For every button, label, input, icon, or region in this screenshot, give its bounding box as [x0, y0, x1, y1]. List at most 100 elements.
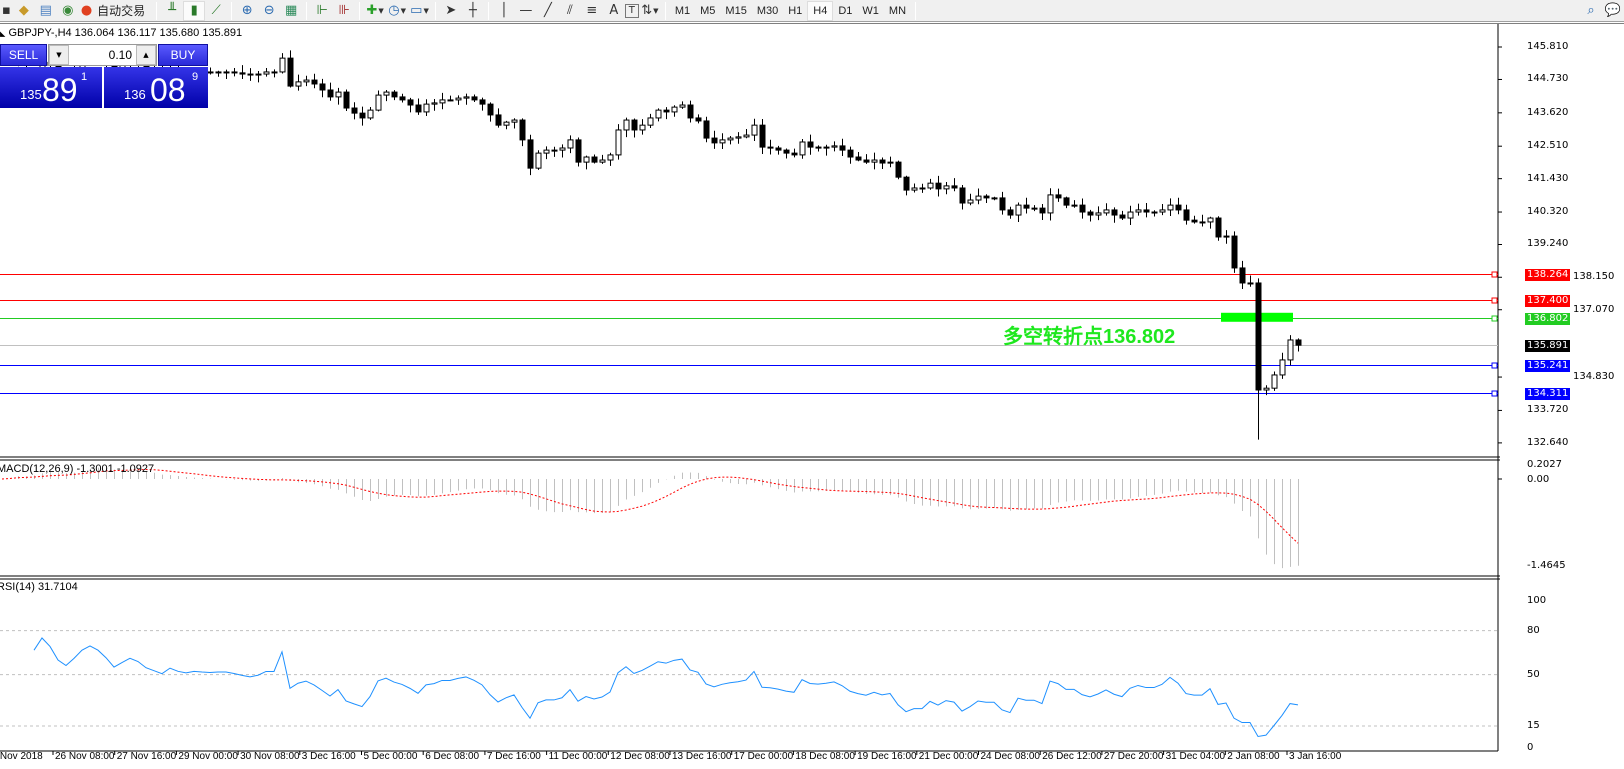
fibonacci-icon[interactable]: ≡: [586, 3, 598, 18]
timeframe-m30[interactable]: M30: [756, 4, 779, 17]
chevron-down-icon: ▼: [423, 6, 429, 15]
lot-size-input[interactable]: 0.10: [108, 48, 132, 62]
timeframe-m15[interactable]: M15: [725, 4, 747, 17]
bullish-candle: [1263, 387, 1270, 391]
line-chart-icon[interactable]: ⟋: [211, 3, 221, 18]
templates-dropdown[interactable]: ▭ ▼: [408, 1, 431, 21]
sell-button[interactable]: SELL: [0, 44, 47, 66]
bullish-candle: [255, 73, 262, 76]
arrows-icon: ⇅: [641, 3, 653, 18]
chart-canvas[interactable]: [0, 23, 1624, 769]
bullish-candle: [1135, 209, 1142, 213]
chat-icon[interactable]: 💬: [1604, 3, 1622, 18]
bar-chart-icon[interactable]: ╨: [168, 3, 177, 18]
bearish-candle: [351, 107, 358, 114]
text-tool[interactable]: A: [609, 3, 619, 18]
auto-trading-button[interactable]: ● 自动交易: [79, 1, 152, 21]
crosshair-icon[interactable]: ┼: [468, 3, 477, 18]
time-label: 7 Dec 16:00: [486, 751, 541, 762]
bullish-candle: [543, 149, 550, 154]
bearish-candle: [839, 145, 846, 151]
timeframe-h4[interactable]: H4: [807, 0, 834, 21]
cursor-icon[interactable]: ➤: [445, 3, 457, 18]
level-handle: [1491, 315, 1498, 322]
clock-icon: ◷: [388, 3, 400, 18]
bullish-candle: [535, 152, 542, 169]
bullish-candle: [279, 57, 286, 73]
bullish-candle: [567, 139, 574, 149]
bullish-candle: [943, 185, 950, 190]
bearish-candle: [1119, 214, 1126, 219]
zoom-out-icon[interactable]: ⊖: [263, 3, 275, 18]
macd-signal-line: [1, 469, 1299, 544]
timeframe-d1[interactable]: D1: [838, 4, 853, 17]
bullish-candle: [919, 187, 926, 190]
bullish-candle: [295, 81, 302, 87]
bearish-candle: [1055, 194, 1062, 199]
timeframe-h1[interactable]: H1: [788, 4, 803, 17]
template-icon: ▭: [410, 3, 423, 18]
time-label: 2 Jan 08:00: [1227, 751, 1280, 762]
price-tick-label: 139.240: [1527, 238, 1569, 250]
bearish-candle: [631, 119, 638, 131]
periods-dropdown[interactable]: ◷ ▼: [386, 1, 408, 21]
price-tick-label: 138.150: [1573, 271, 1615, 283]
buy-price[interactable]: 136 08 9: [104, 67, 208, 108]
decrease-lot-icon[interactable]: ▼: [49, 45, 69, 65]
time-label: 18 Dec 08:00: [795, 751, 855, 762]
bearish-candle: [1111, 209, 1118, 216]
time-label: 17 Dec 00:00: [733, 751, 794, 762]
bearish-candle: [807, 141, 814, 148]
zoom-in-icon[interactable]: ⊕: [241, 3, 253, 18]
timeframe-m5[interactable]: M5: [700, 4, 716, 17]
buy-button[interactable]: BUY: [158, 44, 208, 66]
bearish-candle: [391, 91, 398, 98]
indicators-dropdown[interactable]: ✚ ▼: [364, 1, 386, 21]
increase-lot-icon[interactable]: ▲: [136, 45, 156, 65]
gold-bar-icon[interactable]: ◆: [18, 3, 29, 18]
chart-shift-icon[interactable]: ⊪: [338, 3, 350, 18]
time-label: 11 Dec 00:00: [548, 751, 608, 762]
time-label: 23 Nov 2018: [0, 751, 43, 762]
sell-price-prefix: 135: [20, 87, 42, 102]
bullish-candle: [823, 146, 830, 149]
bearish-candle: [359, 112, 366, 119]
bullish-candle: [623, 119, 630, 131]
auto-scroll-icon[interactable]: ⊩: [316, 3, 328, 18]
lot-size-stepper[interactable]: ▼ 0.10 ▲: [48, 44, 157, 66]
bullish-candle: [1047, 194, 1054, 214]
bullish-candle: [583, 156, 590, 163]
macd-label: MACD(12,26,9) -1.3001 -1.0927: [0, 463, 155, 475]
new-order-icon[interactable]: ▪: [2, 3, 11, 18]
timeframe-mn[interactable]: MN: [888, 4, 907, 17]
time-label: 24 Dec 08:00: [980, 751, 1041, 762]
timeframe-bar: M1 M5 M15 M30 H1 H4 D1 W1 MN: [670, 0, 911, 21]
text-label-tool[interactable]: T: [624, 3, 639, 18]
trendline-icon[interactable]: ╱: [543, 3, 552, 18]
timeframe-w1[interactable]: W1: [862, 4, 879, 17]
signal-icon[interactable]: ◉: [62, 3, 74, 18]
search-icon[interactable]: ⌕: [1587, 3, 1595, 18]
candlesticks: [7, 46, 1302, 440]
one-click-trading-panel: SELL ▼ 0.10 ▲ BUY 135 89 1 136 08 9: [0, 44, 208, 108]
timeframe-m1[interactable]: M1: [674, 4, 691, 17]
tile-windows-icon[interactable]: ▦: [285, 3, 298, 18]
terminal-icon[interactable]: ▤: [39, 3, 52, 18]
arrows-dropdown[interactable]: ⇅ ▼: [639, 1, 661, 21]
chart-window[interactable]: ◣ GBPJPY-,H4 136.064 136.117 135.680 135…: [0, 23, 1624, 769]
price-tick-label: 137.070: [1573, 303, 1615, 315]
price-tick-label: 140.320: [1527, 206, 1569, 218]
bullish-candle: [831, 145, 838, 148]
bearish-candle: [527, 139, 534, 169]
bearish-candle: [239, 72, 246, 75]
horizontal-line-icon[interactable]: —: [519, 3, 533, 18]
separator: [306, 1, 308, 20]
bullish-candle: [1159, 209, 1166, 213]
vertical-line-icon[interactable]: │: [499, 3, 508, 18]
equidistant-channel-icon[interactable]: ⫽: [566, 3, 573, 18]
bullish-candle: [383, 91, 390, 96]
bearish-candle: [487, 103, 494, 116]
candlestick-chart-icon[interactable]: ▮: [183, 0, 206, 21]
sell-price[interactable]: 135 89 1: [0, 67, 102, 108]
bearish-candle: [711, 137, 718, 144]
